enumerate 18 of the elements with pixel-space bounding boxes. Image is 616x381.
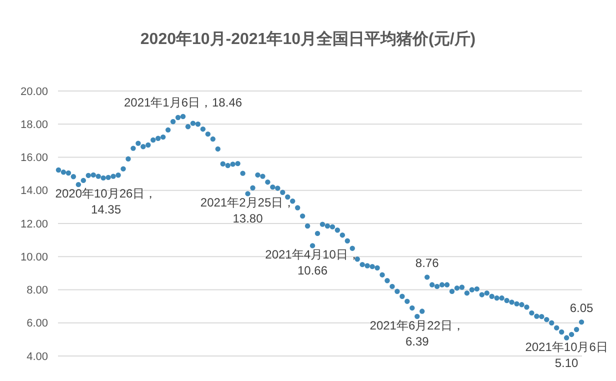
y-tick-label: 6.00	[26, 318, 48, 330]
y-tick-label: 14.00	[20, 185, 48, 198]
y-tick-label: 10.00	[20, 251, 48, 264]
annotation: 2020年10月26日， 14.35	[55, 186, 157, 217]
annotation: 6.05	[570, 301, 594, 316]
y-tick-label: 4.00	[26, 350, 48, 363]
chart-title: 2020年10月-2021年10月全国日平均猪价(元/斤)	[140, 30, 476, 48]
annotation: 8.76	[415, 256, 440, 270]
y-tick-label: 12.00	[20, 218, 48, 230]
annotation: 2021年10月6日 5.10	[525, 340, 608, 370]
y-tick-label: 20.00	[20, 86, 48, 98]
y-tick-label: 8.00	[26, 284, 48, 297]
y-tick-label: 16.00	[20, 152, 48, 164]
annotation: 2021年6月22日， 6.39	[370, 318, 464, 348]
annotation: 2021年2月25日， 13.80	[200, 196, 296, 226]
annotation: 2021年4月10日， 10.66	[265, 248, 360, 278]
annotation: 2021年1月6日，18.46	[124, 96, 242, 110]
y-tick-label: 18.00	[20, 118, 48, 131]
